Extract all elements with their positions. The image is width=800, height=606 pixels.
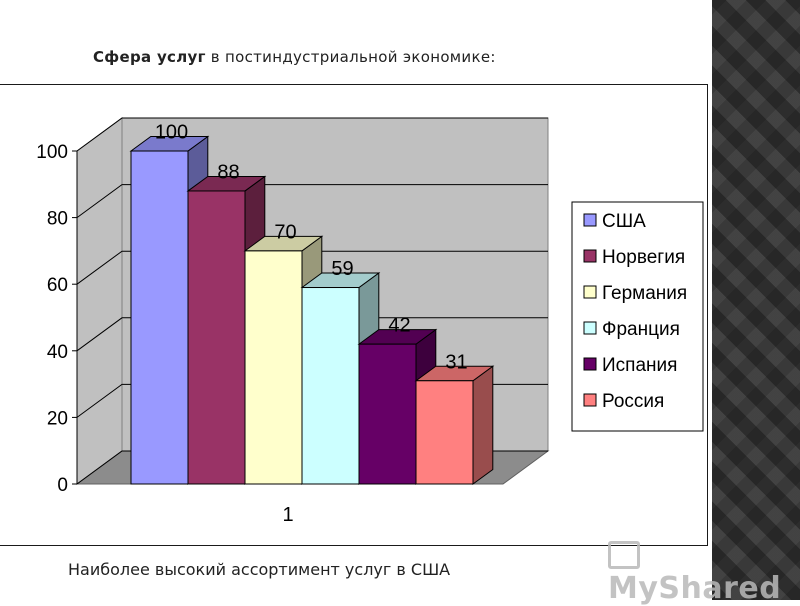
slide-heading: Сфера услуг в постиндустриальной экономи…: [93, 48, 496, 66]
legend-swatch: [583, 213, 597, 227]
data-label: 42: [388, 315, 410, 337]
legend-label: Германия: [602, 283, 687, 304]
bar: [358, 343, 417, 485]
gridline: [76, 184, 548, 219]
decorative-side-pattern: [712, 0, 800, 600]
y-tick-label: 60: [47, 275, 68, 296]
legend-swatch: [583, 357, 597, 371]
bar: [415, 380, 474, 485]
bar: [301, 287, 360, 485]
legend-label: Норвегия: [602, 247, 685, 268]
gridline: [76, 117, 548, 152]
slide-heading-rest: в постиндустриальной экономике:: [205, 48, 496, 66]
gridline: [76, 317, 548, 352]
y-tick-label: 0: [57, 475, 68, 496]
bar-side: [472, 365, 494, 485]
y-tick-label: 100: [36, 142, 68, 163]
legend-swatch: [583, 249, 597, 263]
data-label: 88: [217, 161, 239, 183]
bar: [187, 190, 246, 485]
y-tick-label: 80: [47, 209, 68, 230]
data-label: 31: [445, 351, 467, 373]
data-label: 59: [331, 258, 353, 280]
legend-label: Испания: [602, 355, 677, 376]
legend-label: Франция: [602, 319, 680, 340]
chart-side-wall: [76, 117, 123, 485]
slide-caption: Наиболее высокий ассортимент услуг в США: [68, 560, 451, 579]
data-label: 70: [274, 221, 296, 243]
watermark-logo: MyShared: [608, 536, 800, 606]
data-label: 100: [155, 121, 188, 143]
y-tick-label: 40: [47, 342, 68, 363]
bar: [130, 150, 189, 485]
legend-swatch: [583, 285, 597, 299]
slide-heading-bold: Сфера услуг: [93, 48, 206, 66]
bar: [244, 250, 303, 485]
tv-icon: [608, 540, 640, 569]
legend: [571, 201, 704, 432]
watermark-text: MyShared: [608, 571, 782, 606]
bar-chart: 0 20 40 60 80 100 100 88 70 59 42 31 1 США Норвегия Гер…: [36, 117, 704, 526]
gridline: [76, 250, 548, 285]
legend-swatch: [583, 321, 597, 335]
legend-swatch: [583, 393, 597, 407]
y-tick-label: 20: [47, 408, 68, 429]
x-tick-label: 1: [282, 504, 293, 526]
legend-label: США: [602, 211, 646, 232]
legend-label: Россия: [602, 391, 664, 412]
